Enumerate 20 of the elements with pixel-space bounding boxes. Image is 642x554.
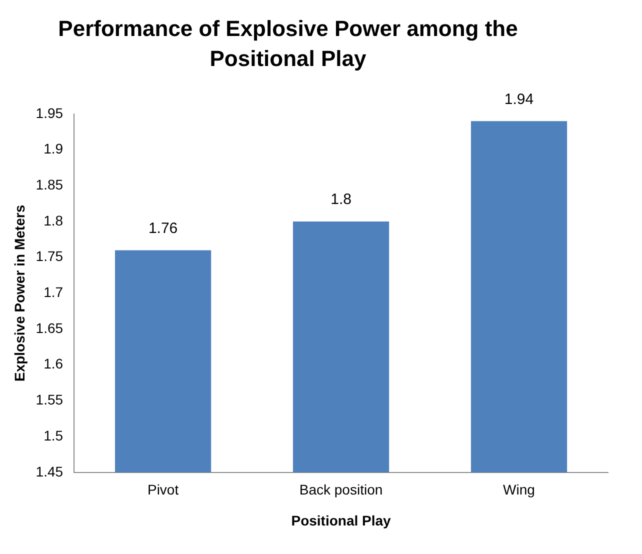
y-tick-label: 1.85	[36, 176, 64, 193]
chart-title: Performance of Explosive Power among the Positional Play	[58, 15, 518, 73]
x-tick-label: Pivot	[147, 482, 179, 498]
data-label: 1.8	[330, 191, 352, 208]
x-axis-title: Positional Play	[291, 512, 392, 528]
y-tick-label: 1.8	[44, 212, 64, 228]
y-tick-label: 1.95	[36, 104, 64, 121]
data-label: 1.76	[148, 220, 178, 237]
x-tick-label: Wing	[503, 482, 535, 498]
y-tick-label: 1.65	[36, 320, 64, 336]
data-label: 1.94	[504, 90, 534, 108]
y-tick-label: 1.55	[36, 392, 64, 408]
y-tick-label: 1.9	[44, 140, 64, 157]
y-tick-label: 1.5	[44, 427, 64, 444]
x-tick-label: Back position	[299, 482, 383, 498]
y-tick-label: 1.75	[36, 248, 64, 264]
y-tick-label: 1.45	[36, 463, 64, 480]
y-tick-label: 1.7	[44, 284, 64, 300]
y-tick-label: 1.6	[44, 356, 64, 372]
y-axis-title: Explosive Power in Meters	[11, 204, 28, 382]
